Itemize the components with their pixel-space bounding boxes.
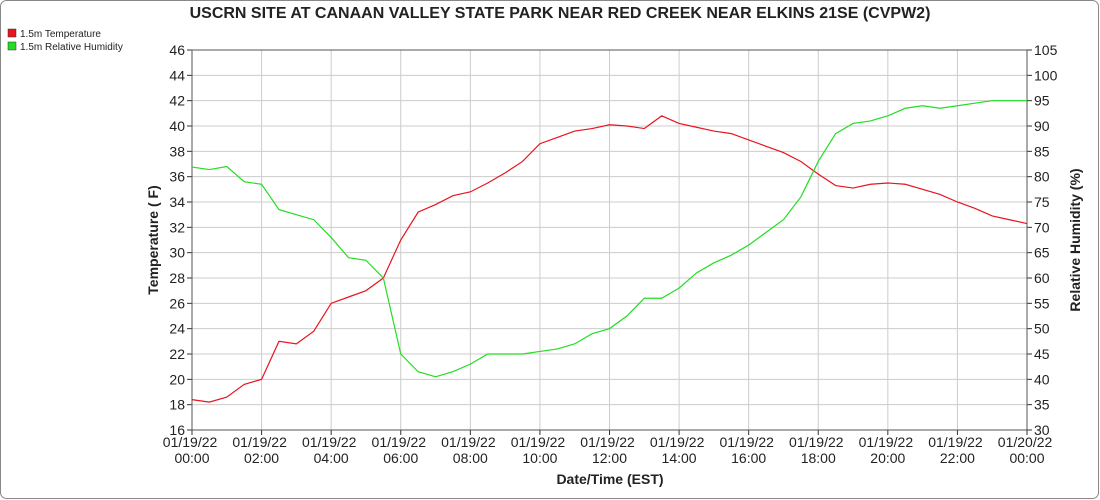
y-tick-label: 28 — [169, 270, 185, 286]
y2-tick-label: 90 — [1034, 118, 1050, 134]
y2-tick-label: 35 — [1034, 397, 1050, 413]
y2-tick-label: 105 — [1034, 42, 1058, 58]
y-tick-label: 40 — [169, 118, 185, 134]
x-tick-label: 01/19/22 00:00 — [163, 434, 221, 466]
x-tick-label: 01/19/22 02:00 — [232, 434, 290, 466]
legend-label: 1.5m Temperature — [20, 29, 101, 40]
x-tick-label: 01/19/22 04:00 — [302, 434, 360, 466]
legend-swatch — [7, 41, 17, 51]
y-tick-label: 34 — [169, 194, 185, 210]
y-tick-label: 36 — [169, 169, 185, 185]
x-tick-label: 01/19/22 14:00 — [650, 434, 708, 466]
y2-tick-label: 65 — [1034, 245, 1050, 261]
x-axis-title: Date/Time (EST) — [556, 471, 663, 487]
x-tick-label: 01/19/22 06:00 — [372, 434, 430, 466]
x-tick-label: 01/19/22 10:00 — [511, 434, 569, 466]
y2-tick-label: 80 — [1034, 169, 1050, 185]
x-tick-label: 01/19/22 18:00 — [789, 434, 847, 466]
y-tick-label: 46 — [169, 42, 185, 58]
y-tick-label: 22 — [169, 346, 185, 362]
x-tick-label: 01/19/22 22:00 — [928, 434, 986, 466]
y2-tick-label: 30 — [1034, 422, 1050, 438]
plot-border — [191, 49, 1028, 431]
y-tick-label: 18 — [169, 397, 185, 413]
y-tick-label: 42 — [169, 93, 185, 109]
y2-tick-label: 100 — [1034, 67, 1058, 83]
y2-tick-label: 95 — [1034, 93, 1050, 109]
y-tick-label: 44 — [169, 67, 185, 83]
y2-axis-title: Relative Humidity (%) — [1067, 168, 1083, 311]
y-tick-label: 30 — [169, 245, 185, 261]
y2-tick-label: 50 — [1034, 321, 1050, 337]
y2-tick-label: 40 — [1034, 371, 1050, 387]
y2-tick-label: 60 — [1034, 270, 1050, 286]
x-tick-label: 01/19/22 08:00 — [441, 434, 499, 466]
y-tick-label: 20 — [169, 371, 185, 387]
legend-label: 1.5m Relative Humidity — [20, 42, 123, 53]
x-tick-label: 01/20/22 00:00 — [998, 434, 1056, 466]
y2-tick-label: 85 — [1034, 143, 1050, 159]
legend-swatch — [7, 28, 17, 38]
y-axis-title: Temperature ( F) — [145, 185, 161, 294]
data-line — [191, 100, 1027, 378]
y2-tick-label: 70 — [1034, 219, 1050, 235]
data-line — [191, 115, 1028, 403]
x-tick-label: 01/19/22 20:00 — [859, 434, 917, 466]
y-tick-label: 26 — [169, 295, 185, 311]
x-tick-label: 01/19/22 12:00 — [580, 434, 638, 466]
y-tick-label: 24 — [169, 321, 185, 337]
y2-tick-label: 75 — [1034, 194, 1050, 210]
chart-title: USCRN SITE AT CANAAN VALLEY STATE PARK N… — [190, 5, 931, 22]
y-tick-label: 16 — [169, 422, 185, 438]
y-tick-label: 32 — [169, 219, 185, 235]
y2-tick-label: 45 — [1034, 346, 1050, 362]
x-tick-label: 01/19/22 16:00 — [719, 434, 777, 466]
y-tick-label: 38 — [169, 143, 185, 159]
y2-tick-label: 55 — [1034, 295, 1050, 311]
